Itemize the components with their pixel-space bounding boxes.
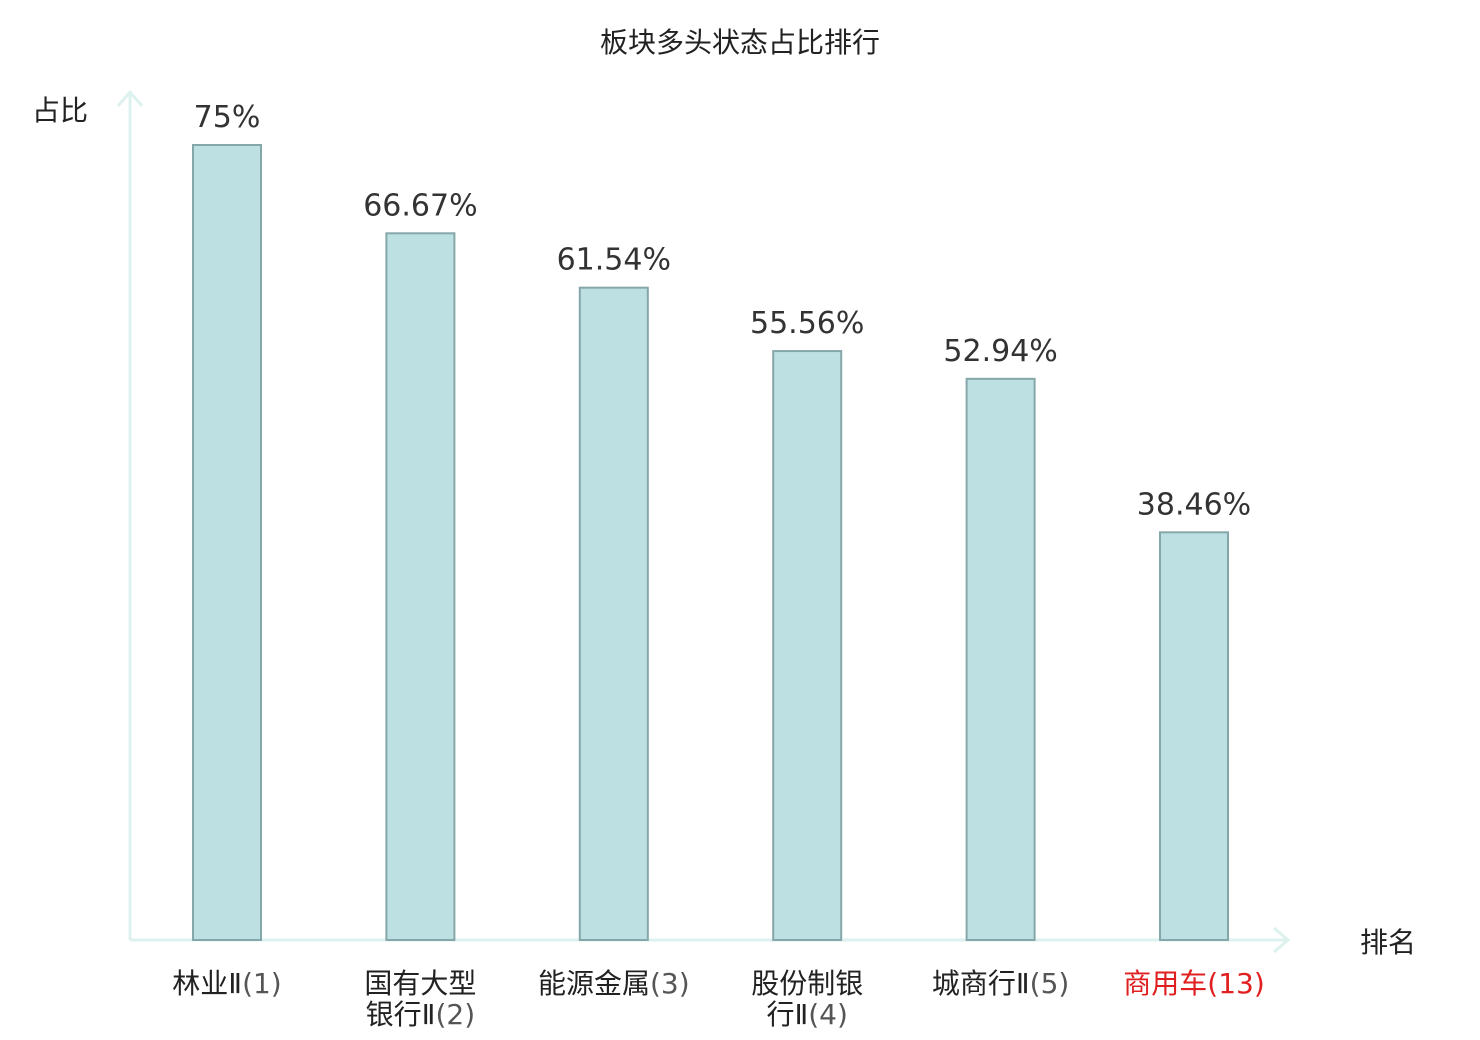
y-axis-arrow-icon bbox=[116, 89, 144, 107]
x-axis-arrow-icon bbox=[1273, 926, 1291, 954]
x-tick-label: 商用车(13) bbox=[1123, 967, 1265, 1000]
data-label: 52.94% bbox=[943, 334, 1057, 369]
y-axis-label: 占比 bbox=[32, 94, 88, 127]
data-label: 61.54% bbox=[557, 243, 671, 278]
data-label: 38.46% bbox=[1137, 487, 1251, 522]
ticks-layer: 林业Ⅱ(1) 国有大型银行Ⅱ(2) 能源金属(3) 股份制银行Ⅱ(4) 城商行Ⅱ(5) 商… bbox=[172, 967, 1264, 1031]
bars-layer bbox=[192, 144, 1229, 942]
x-tick-label: 城商行Ⅱ(5) bbox=[932, 967, 1069, 1000]
x-tick-label: 国有大型银行Ⅱ(2) bbox=[364, 967, 476, 1031]
chart-title: 板块多头状态占比排行 bbox=[600, 26, 880, 59]
data-label: 75% bbox=[194, 100, 261, 135]
bar bbox=[772, 350, 843, 941]
bar bbox=[1159, 531, 1229, 941]
bar bbox=[965, 377, 1036, 941]
labels-layer: 75% 66.67% 61.54% 55.56% 52.94% 38.46% bbox=[194, 100, 1252, 522]
data-label: 66.67% bbox=[363, 188, 477, 223]
x-tick-label: 股份制银行Ⅱ(4) bbox=[751, 967, 863, 1031]
x-axis-label: 排名 bbox=[1360, 926, 1416, 959]
data-label: 55.56% bbox=[750, 306, 864, 341]
x-tick-label: 林业Ⅱ(1) bbox=[172, 967, 281, 1000]
bar bbox=[385, 232, 456, 942]
bar bbox=[192, 144, 262, 941]
bar bbox=[578, 286, 649, 941]
x-tick-label: 能源金属(3) bbox=[538, 967, 690, 1000]
